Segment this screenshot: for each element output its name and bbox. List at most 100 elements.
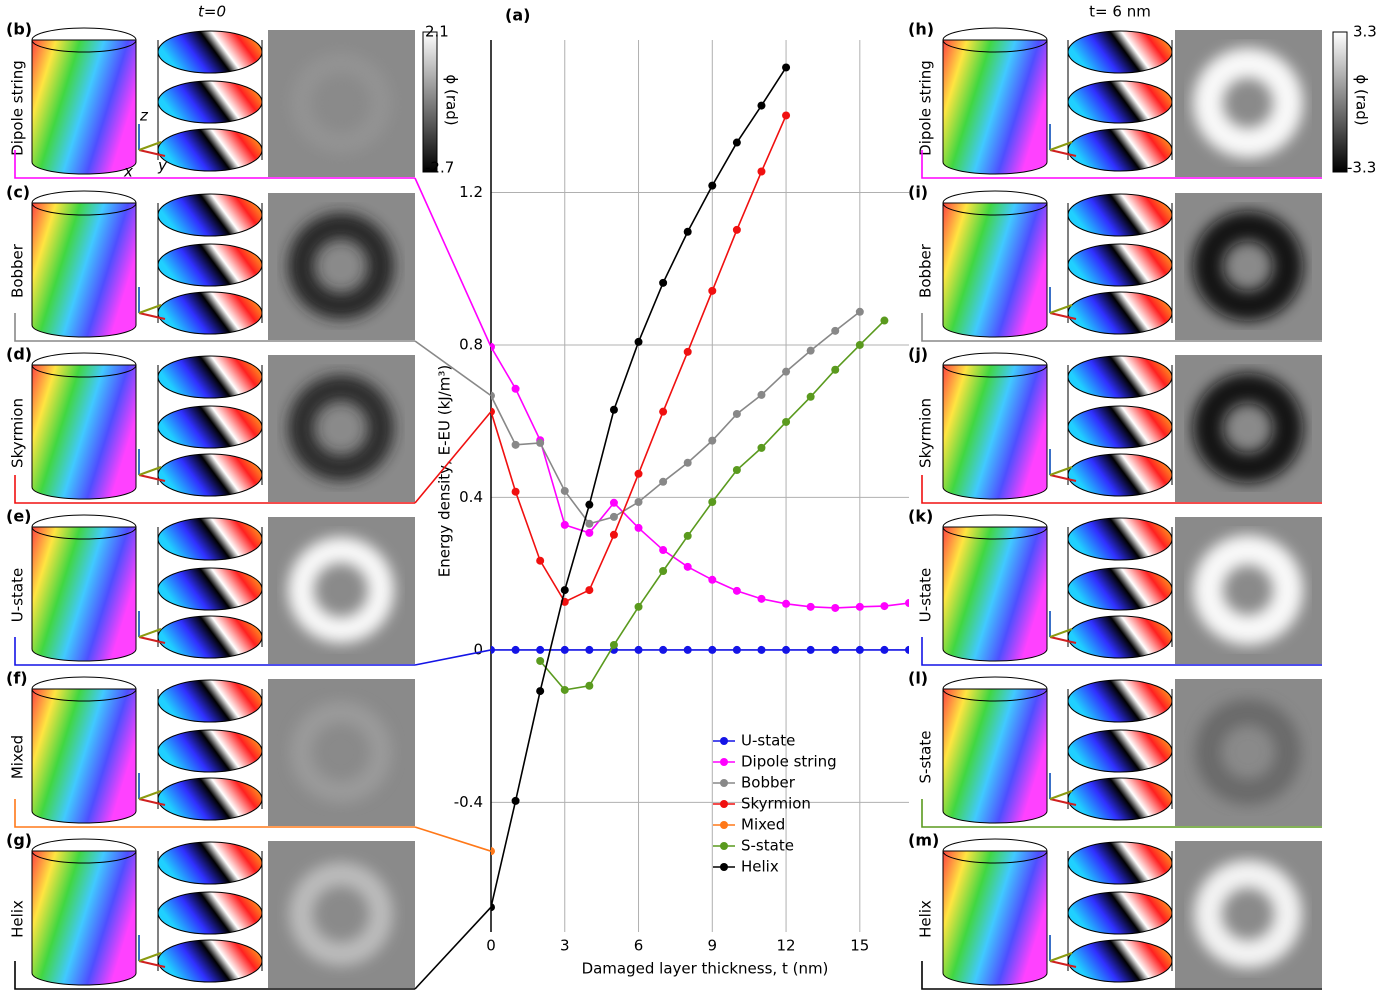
slice [1068, 730, 1172, 772]
data-point [782, 600, 790, 608]
data-point [684, 532, 692, 540]
panel-label: (i) [908, 183, 928, 202]
data-point [733, 587, 741, 595]
slice [1068, 568, 1172, 610]
legend-label: S-state [741, 837, 794, 855]
slice [1068, 842, 1172, 884]
legend-label: Bobber [741, 774, 796, 792]
data-point [512, 441, 520, 449]
y-tick-label: 0.4 [459, 488, 483, 506]
x-tick-label: 12 [777, 937, 796, 955]
data-point [585, 501, 593, 509]
data-point [635, 603, 643, 611]
slice [158, 356, 262, 398]
data-point [659, 279, 667, 287]
data-point [757, 595, 765, 603]
cylinder-body [943, 689, 1047, 823]
slice [1068, 778, 1172, 820]
column-title: t=0 [198, 3, 226, 21]
slice [158, 454, 262, 496]
slice [1068, 406, 1172, 448]
data-point [585, 646, 593, 654]
data-point [659, 408, 667, 416]
series-line [491, 347, 909, 608]
slice [158, 568, 262, 610]
legend-label: Mixed [741, 816, 785, 834]
slice [1068, 356, 1172, 398]
panel-label: (g) [6, 831, 32, 850]
legend-label: Helix [741, 858, 779, 876]
data-point [659, 646, 667, 654]
data-point [561, 586, 569, 594]
data-point [856, 603, 864, 611]
data-point [757, 646, 765, 654]
axis-letter: x [123, 163, 133, 181]
cylinder-body [943, 527, 1047, 661]
slice [1068, 454, 1172, 496]
column-title: t= 6 nm [1089, 3, 1151, 21]
data-point [512, 646, 520, 654]
panel-name: Bobber [9, 243, 27, 298]
panel-label: (m) [908, 831, 939, 850]
data-point [610, 531, 618, 539]
panel-name: Mixed [9, 735, 27, 779]
panel-label: (j) [908, 345, 928, 364]
panel-name: Skyrmion [917, 398, 935, 468]
y-axis-label: Energy density, E-EU (kJ/m³) [436, 365, 454, 577]
data-point [635, 524, 643, 532]
slice [158, 842, 262, 884]
cylinder-body [943, 203, 1047, 337]
y-tick-label: 0 [473, 640, 483, 658]
data-point [807, 603, 815, 611]
panel-name: Bobber [917, 243, 935, 298]
data-point [684, 228, 692, 236]
data-point [807, 646, 815, 654]
data-point [610, 641, 618, 649]
slice [1068, 892, 1172, 934]
slice [158, 129, 262, 171]
y-tick-label: -0.4 [454, 793, 483, 811]
data-point [635, 646, 643, 654]
axis-letter: z [139, 107, 149, 125]
data-point [536, 439, 544, 447]
colorbar [423, 32, 437, 172]
slice [158, 680, 262, 722]
legend-marker [720, 758, 728, 766]
slice [1068, 292, 1172, 334]
slice [158, 778, 262, 820]
data-point [536, 657, 544, 665]
panel-label: (c) [6, 183, 30, 202]
slice [158, 292, 262, 334]
slice [1068, 129, 1172, 171]
colorbar-tick: -3.3 [1347, 159, 1376, 177]
data-point [708, 646, 716, 654]
slice [1068, 518, 1172, 560]
data-point [733, 410, 741, 418]
data-point [856, 646, 864, 654]
data-point [757, 391, 765, 399]
data-point [831, 646, 839, 654]
data-point [561, 487, 569, 495]
cylinder-body [32, 365, 136, 499]
slice [1068, 194, 1172, 236]
data-point [610, 406, 618, 414]
panel-name: Helix [917, 900, 935, 938]
data-point [561, 646, 569, 654]
data-point [880, 646, 888, 654]
legend-label: Dipole string [741, 753, 837, 771]
cylinder-body [943, 40, 1047, 174]
data-point [512, 797, 520, 805]
axis-letter: y [157, 157, 168, 175]
data-point [733, 139, 741, 147]
data-point [536, 646, 544, 654]
data-point [684, 348, 692, 356]
cylinder-body [943, 365, 1047, 499]
slice [158, 730, 262, 772]
slice [158, 892, 262, 934]
data-point [757, 102, 765, 110]
data-point [684, 646, 692, 654]
x-tick-label: 15 [850, 937, 869, 955]
panel-name: Skyrmion [9, 398, 27, 468]
colorbar-tick: -2.7 [425, 159, 454, 177]
slice [158, 244, 262, 286]
